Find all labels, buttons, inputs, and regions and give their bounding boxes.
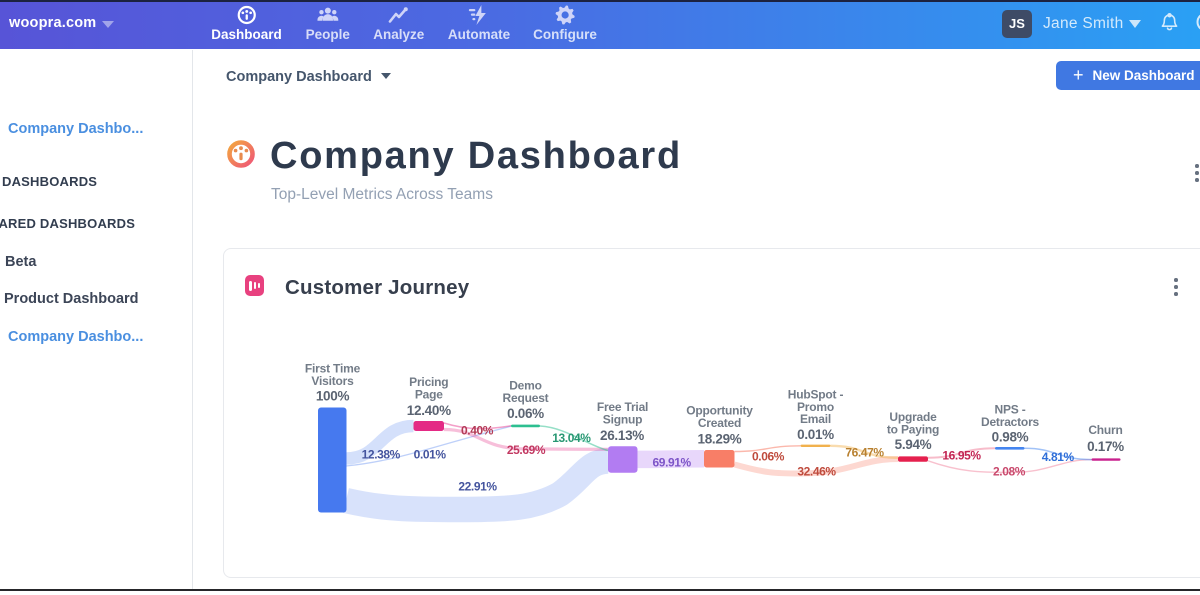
svg-text:0.17%: 0.17%: [1087, 439, 1124, 454]
svg-text:Pricing: Pricing: [409, 375, 448, 389]
svg-text:Signup: Signup: [603, 413, 642, 427]
svg-text:12.40%: 12.40%: [407, 403, 451, 418]
svg-text:100%: 100%: [316, 388, 350, 403]
svg-text:Upgrade: Upgrade: [889, 410, 937, 424]
svg-text:25.69%: 25.69%: [507, 443, 546, 457]
svg-text:0.06%: 0.06%: [752, 450, 785, 464]
svg-text:2.08%: 2.08%: [993, 465, 1026, 479]
svg-text:12.38%: 12.38%: [362, 448, 401, 462]
svg-text:22.91%: 22.91%: [458, 479, 497, 493]
svg-text:First Time: First Time: [305, 362, 361, 376]
svg-text:Free Trial: Free Trial: [597, 400, 648, 414]
svg-text:Promo: Promo: [797, 400, 834, 414]
svg-text:5.94%: 5.94%: [895, 437, 932, 452]
svg-text:0.98%: 0.98%: [992, 429, 1029, 444]
svg-text:Created: Created: [698, 416, 741, 430]
svg-text:Email: Email: [800, 412, 831, 426]
svg-text:to Paying: to Paying: [887, 423, 939, 437]
svg-text:4.81%: 4.81%: [1042, 450, 1075, 464]
svg-text:Visitors: Visitors: [311, 374, 354, 388]
svg-text:Page: Page: [415, 388, 443, 402]
svg-text:Demo: Demo: [509, 379, 542, 393]
svg-text:16.95%: 16.95%: [942, 449, 981, 463]
svg-text:0.06%: 0.06%: [507, 406, 544, 421]
svg-text:NPS -: NPS -: [994, 403, 1025, 417]
svg-text:32.46%: 32.46%: [797, 464, 836, 478]
svg-text:Request: Request: [503, 391, 549, 405]
svg-text:0.01%: 0.01%: [797, 427, 834, 442]
svg-text:76.47%: 76.47%: [845, 446, 884, 460]
svg-text:26.13%: 26.13%: [600, 428, 644, 443]
svg-text:18.29%: 18.29%: [698, 432, 742, 447]
svg-text:Opportunity: Opportunity: [686, 404, 753, 418]
svg-text:Churn: Churn: [1088, 423, 1122, 437]
svg-text:0.01%: 0.01%: [414, 448, 447, 462]
svg-text:69.91%: 69.91%: [653, 455, 692, 469]
svg-text:13.04%: 13.04%: [552, 431, 591, 445]
svg-text:0.40%: 0.40%: [461, 423, 494, 437]
svg-text:HubSpot -: HubSpot -: [788, 388, 844, 402]
svg-text:Detractors: Detractors: [981, 415, 1040, 429]
